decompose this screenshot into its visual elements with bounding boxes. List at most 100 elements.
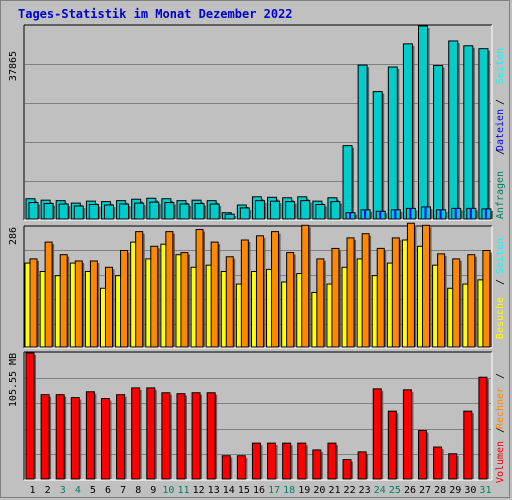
x-tick-label: 9	[150, 485, 156, 496]
legend-seiten-2: Seiten	[495, 238, 506, 274]
bar-dateien	[119, 203, 130, 220]
bar-rechner	[120, 249, 129, 348]
bar-dateien	[224, 213, 235, 220]
bar-dateien-mark	[394, 209, 397, 219]
bar-dateien	[315, 204, 326, 220]
bar-rechner	[376, 247, 385, 348]
legend-sep: /	[495, 99, 506, 105]
bar-volumen	[478, 376, 488, 480]
bar-volumen	[55, 394, 65, 480]
bar-dateien-mark	[484, 208, 487, 219]
bar-volumen	[463, 410, 473, 480]
bar-anfragen	[372, 91, 383, 220]
bar-anfragen	[342, 145, 353, 220]
bar-anfragen	[433, 65, 444, 220]
bar-anfragen	[402, 43, 413, 220]
bar-dateien-mark	[364, 209, 367, 219]
legend-sep: /	[495, 427, 506, 433]
bar-rechner	[331, 247, 340, 348]
bar-anfragen	[448, 40, 459, 220]
bar-volumen	[176, 393, 186, 480]
x-tick-label: 3	[60, 485, 66, 496]
bar-volumen	[372, 388, 382, 480]
bar-rechner	[271, 231, 280, 348]
x-tick-label: 14	[223, 485, 235, 496]
bar-anfragen	[463, 45, 474, 220]
bar-rechner	[422, 224, 431, 348]
bar-volumen	[40, 394, 50, 480]
bar-volumen	[433, 446, 443, 480]
bar-anfragen	[418, 25, 429, 220]
x-tick-label: 25	[389, 485, 401, 496]
bar-rechner	[180, 252, 189, 348]
bar-dateien	[149, 201, 160, 220]
x-tick-label: 6	[105, 485, 111, 496]
bar-rechner	[44, 241, 53, 348]
x-tick-label: 20	[313, 485, 325, 496]
legend-rechner: Rechner	[495, 387, 506, 429]
bar-rechner	[482, 249, 491, 348]
bar-dateien	[270, 200, 281, 220]
bar-volumen	[206, 392, 216, 480]
bar-volumen	[267, 442, 277, 480]
bar-anfragen	[478, 48, 489, 220]
bar-dateien	[164, 202, 175, 220]
x-tick-label: 30	[464, 485, 476, 496]
bar-dateien-mark	[439, 209, 442, 219]
bar-volumen	[312, 449, 322, 480]
bar-dateien	[88, 204, 99, 220]
bar-dateien	[28, 202, 39, 220]
bar-volumen	[100, 398, 110, 480]
x-tick-label: 26	[404, 485, 416, 496]
legend-sep: /	[495, 279, 506, 285]
x-tick-label: 13	[208, 485, 220, 496]
x-tick-label: 29	[449, 485, 461, 496]
legend-dateien: Dateien	[495, 109, 506, 151]
bar-dateien-mark	[424, 206, 427, 219]
bar-rechner	[195, 229, 204, 348]
x-tick-label: 19	[298, 485, 310, 496]
bar-rechner	[406, 222, 415, 348]
y-max-label-visits: 286	[8, 227, 19, 245]
bar-rechner	[59, 254, 68, 348]
bar-rechner	[74, 260, 83, 348]
bar-rechner	[135, 231, 144, 348]
bar-dateien	[285, 201, 296, 220]
bar-volumen	[191, 392, 201, 480]
legend-sep: /	[495, 149, 506, 155]
chart-title: Tages-Statistik im Monat Dezember 2022	[18, 7, 293, 21]
x-tick-label: 5	[90, 485, 96, 496]
bar-rechner	[240, 239, 249, 348]
bar-dateien	[209, 203, 220, 220]
bar-dateien-mark	[409, 208, 412, 219]
bar-rechner	[286, 252, 295, 348]
bar-dateien	[179, 203, 190, 220]
bar-rechner	[225, 256, 234, 348]
y-max-label-volume: 105.55 MB	[8, 353, 19, 407]
x-tick-label: 16	[253, 485, 265, 496]
bar-rechner	[391, 237, 400, 348]
bar-rechner	[316, 258, 325, 348]
bar-volumen	[236, 455, 246, 480]
bar-volumen	[402, 389, 412, 480]
bar-volumen	[85, 391, 95, 480]
x-tick-label: 31	[479, 485, 491, 496]
bar-volumen	[297, 442, 307, 480]
bar-volumen	[131, 387, 141, 480]
bar-dateien	[239, 207, 250, 220]
bar-volumen	[70, 397, 80, 480]
bar-dateien	[194, 203, 205, 220]
bar-rechner	[104, 266, 113, 348]
x-tick-label: 24	[374, 485, 386, 496]
bar-anfragen	[387, 66, 398, 220]
bar-dateien	[73, 205, 84, 220]
bar-dateien	[58, 203, 69, 220]
x-tick-label: 1	[30, 485, 36, 496]
x-tick-label: 8	[135, 485, 141, 496]
bar-volumen	[357, 451, 367, 480]
x-tick-label: 15	[238, 485, 250, 496]
bar-rechner	[89, 260, 98, 348]
bar-dateien	[103, 204, 114, 220]
